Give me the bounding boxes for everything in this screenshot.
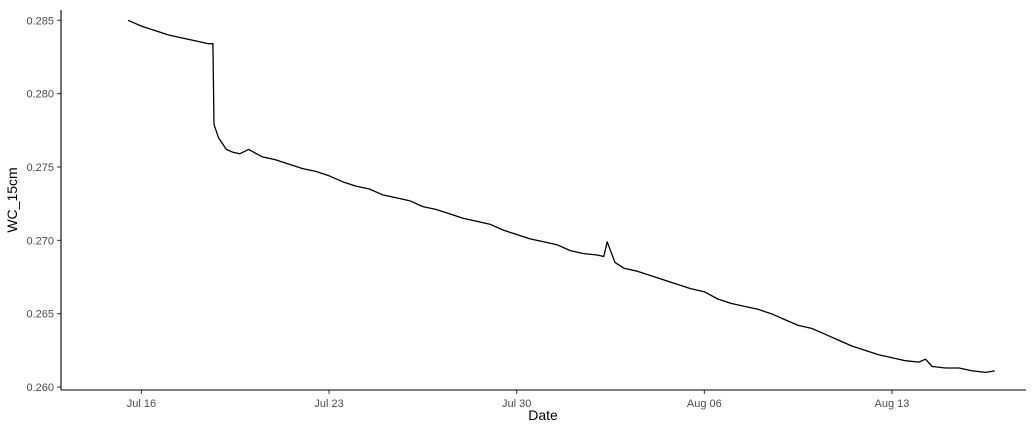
y-tick-label: 0.270 [26,235,54,247]
x-tick-label: Jul 16 [127,398,156,410]
x-tick-label: Aug 13 [875,398,910,410]
x-tick-label: Jul 30 [502,398,531,410]
y-tick-label: 0.265 [26,309,54,321]
x-tick-label: Jul 23 [314,398,343,410]
series-line-wc-15cm [127,19,995,374]
x-axis-ticks: Jul 16 Jul 23 Jul 30 Aug 06 Aug 13 [127,390,910,410]
y-tick-label: 0.280 [26,89,54,101]
y-tick-label: 0.275 [26,162,54,174]
y-tick-label: 0.260 [26,382,54,394]
y-axis-ticks: 0.260 0.265 0.270 0.275 0.280 0.285 [26,15,61,394]
x-tick-label: Aug 06 [687,398,722,410]
y-axis-title: WC_15cm [4,167,20,232]
y-tick-label: 0.285 [26,15,54,27]
x-axis-title: Date [528,407,558,423]
